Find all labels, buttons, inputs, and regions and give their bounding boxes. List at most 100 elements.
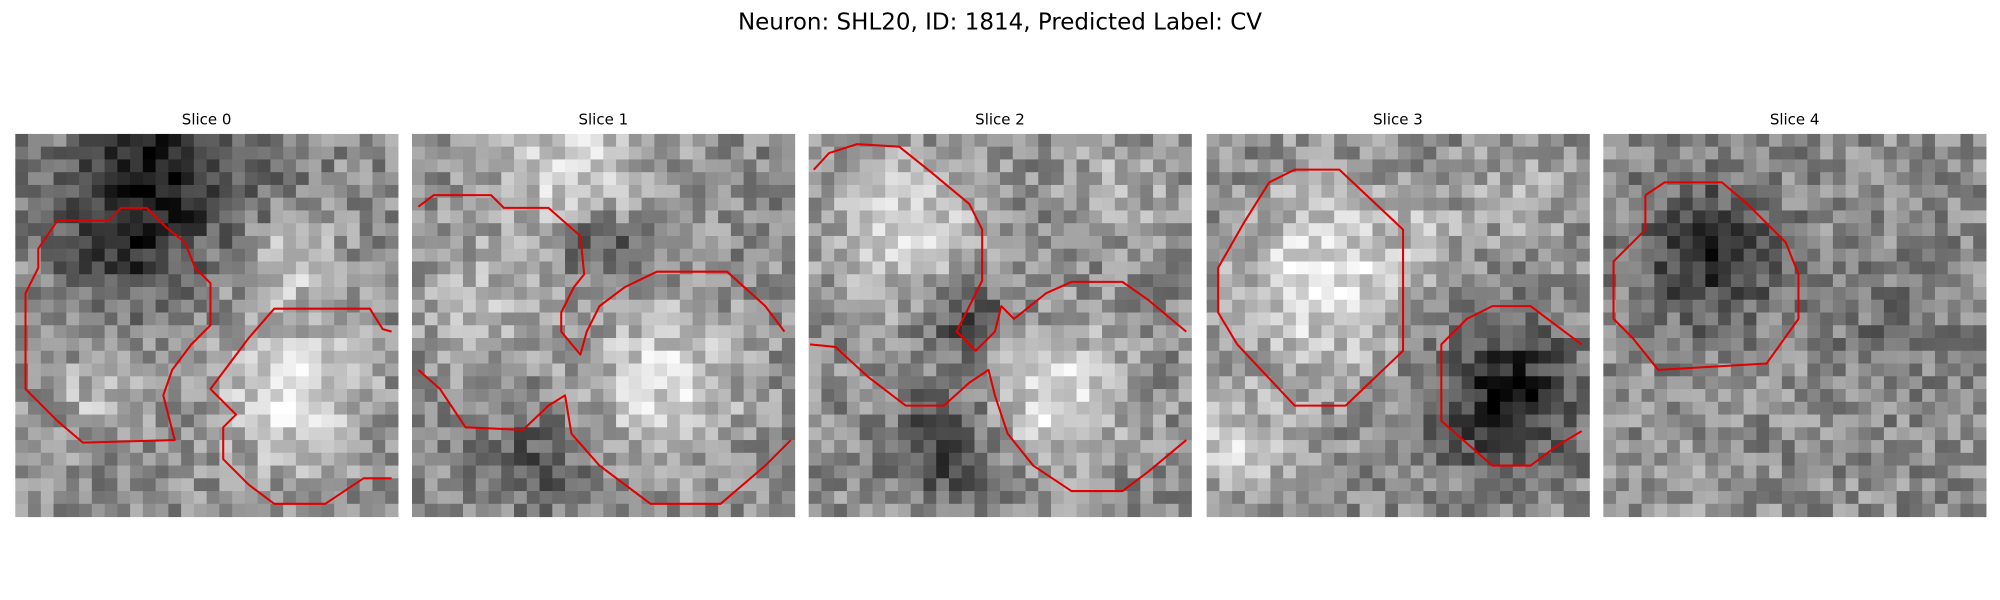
pixel (79, 261, 93, 275)
pixel (565, 312, 579, 326)
pixel (283, 427, 297, 441)
pixel (1232, 503, 1246, 518)
pixel (1616, 197, 1630, 211)
pixel (1219, 503, 1233, 518)
pixel (987, 286, 1001, 301)
pixel (1410, 325, 1424, 339)
pixel (565, 350, 579, 365)
pixel (1178, 338, 1192, 352)
pixel (1283, 491, 1297, 505)
pixel (1334, 286, 1348, 301)
pixel (1705, 286, 1719, 301)
pixel (1448, 325, 1463, 339)
pixel (181, 133, 195, 148)
pixel (897, 210, 912, 224)
pixel (1832, 338, 1847, 352)
pixel (552, 172, 566, 186)
pixel (1512, 427, 1527, 441)
pixel (1628, 401, 1643, 416)
pixel (475, 248, 490, 262)
pixel (66, 440, 80, 454)
pixel (1385, 452, 1399, 467)
pixel (1206, 172, 1220, 186)
pixel (1960, 414, 1974, 428)
pixel (846, 465, 861, 479)
pixel (40, 325, 55, 339)
pixel (1397, 325, 1412, 339)
pixel (667, 503, 681, 518)
pixel (1448, 503, 1463, 518)
pixel (1038, 491, 1052, 505)
pixel (117, 133, 131, 148)
pixel (1947, 261, 1961, 275)
pixel (1871, 452, 1885, 467)
pixel (283, 465, 297, 479)
pixel (1359, 427, 1373, 441)
pixel (308, 274, 322, 288)
pixel (1692, 414, 1706, 428)
pixel (206, 261, 220, 275)
pixel (1308, 401, 1322, 416)
pixel (1551, 286, 1565, 301)
pixel (1270, 248, 1284, 262)
pixel (244, 376, 259, 390)
pixel (1295, 299, 1310, 314)
pixel (1295, 414, 1310, 428)
pixel (1718, 223, 1732, 237)
pixel (1346, 248, 1361, 262)
pixel (1423, 172, 1437, 186)
pixel (1102, 248, 1116, 262)
pixel (475, 274, 490, 288)
pixel (219, 440, 233, 454)
pixel (1448, 350, 1463, 365)
pixel (1334, 184, 1348, 199)
pixel (232, 452, 246, 467)
pixel (1206, 350, 1220, 365)
pixel (872, 274, 886, 288)
pixel (1321, 286, 1335, 301)
pixel (539, 286, 553, 301)
pixel (1089, 350, 1103, 365)
pixel (79, 235, 93, 250)
pixel (1448, 133, 1463, 148)
pixel (1127, 363, 1141, 377)
pixel (936, 299, 950, 314)
panel-title: Slice 3 (1373, 110, 1423, 128)
pixel (1448, 172, 1463, 186)
pixel (1922, 440, 1936, 454)
pixel (846, 414, 861, 428)
pixel (590, 325, 604, 339)
pixel (821, 299, 835, 314)
pixel (1270, 503, 1284, 518)
slice-panel (411, 133, 796, 518)
pixel (1410, 210, 1424, 224)
pixel (1781, 299, 1796, 314)
pixel (488, 503, 502, 518)
pixel (1500, 401, 1514, 416)
pixel (769, 465, 783, 479)
pixel (79, 248, 93, 262)
pixel (257, 248, 271, 262)
pixel (923, 299, 937, 314)
pixel (577, 363, 592, 377)
pixel (565, 452, 579, 467)
pixel (1448, 286, 1463, 301)
pixel (53, 274, 67, 288)
pixel (1102, 299, 1116, 314)
pixel (501, 312, 515, 326)
figure-title: Neuron: SHL20, ID: 1814, Predicted Label… (738, 10, 1262, 36)
pixel (1038, 478, 1052, 492)
pixel (295, 363, 310, 377)
pixel (1641, 159, 1655, 173)
pixel (1038, 312, 1052, 326)
pixel (308, 376, 322, 390)
pixel (488, 197, 502, 211)
pixel (385, 159, 399, 173)
pixel (897, 465, 912, 479)
pixel (539, 503, 553, 518)
pixel (1474, 312, 1488, 326)
pixel (1718, 261, 1732, 275)
pixel (692, 286, 706, 301)
pixel (1436, 299, 1450, 314)
pixel (334, 146, 348, 160)
